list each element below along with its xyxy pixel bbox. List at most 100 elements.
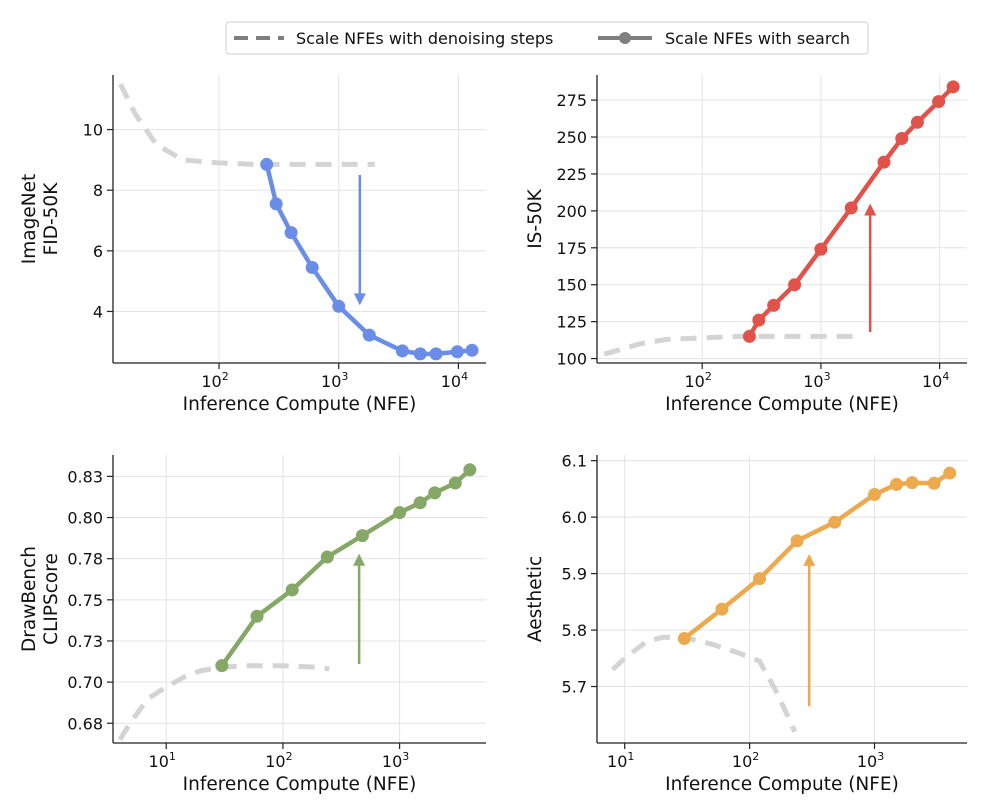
search-series-point: [844, 201, 858, 215]
y-tick-label: 4: [93, 302, 103, 321]
search-series-line: [682, 471, 951, 641]
y-axis-label: DrawBench: [19, 546, 40, 652]
search-series-point: [393, 506, 407, 520]
arrow-head: [864, 203, 877, 216]
search-series-point: [284, 226, 298, 240]
search-series-line: [264, 163, 473, 357]
steps-series-line: [117, 663, 330, 742]
y-tick-label: 200: [556, 202, 587, 221]
y-axis-label: ImageNet: [19, 174, 40, 264]
search-series-point: [260, 157, 274, 171]
search-series-point: [790, 534, 804, 548]
search-series-point: [927, 476, 941, 490]
y-tick-label: 5.8: [562, 621, 587, 640]
chart-panel-2: 102 103 104 100 125 150 175 200 225 250 275 Inferen…: [525, 75, 967, 415]
legend: Scale NFEs with denoising steps Scale NF…: [225, 21, 869, 55]
search-series-point: [320, 550, 334, 564]
search-series-point: [250, 609, 264, 623]
search-series-point: [890, 477, 904, 491]
search-series-point: [448, 476, 462, 490]
x-tick-label: 102: [732, 750, 759, 771]
chart-panel-3: 101 102 103 0.68 0.70 0.73 0.75 0.78 0.80 0.83 Inf…: [19, 455, 486, 795]
x-axis-label: Inference Compute (NFE): [183, 394, 417, 415]
search-series-point: [395, 344, 409, 358]
x-tick-label: 101: [607, 750, 634, 771]
x-tick-label: 103: [382, 750, 409, 771]
y-tick-label: 0.83: [67, 467, 103, 486]
y-tick-label: 0.68: [67, 714, 103, 733]
chart-panel-1: 102 103 104 4 6 8 10 Inference Compute (NFE) Ima…: [19, 75, 486, 415]
search-series-point: [946, 80, 960, 94]
search-series-point: [753, 572, 767, 586]
y-tick-label: 250: [556, 128, 587, 147]
x-tick-label: 103: [321, 370, 348, 391]
search-series-point: [828, 515, 842, 529]
search-series-line: [220, 468, 472, 668]
legend-marker-swatch: [619, 32, 631, 44]
search-series-point: [715, 602, 729, 616]
y-tick-label: 0.73: [67, 632, 103, 651]
y-axis-label: IS-50K: [525, 188, 546, 248]
search-series-point: [450, 345, 464, 359]
chart-panel-4: 101 102 103 5.7 5.8 5.9 6.0 6.1 Inference Comput…: [525, 452, 967, 795]
steps-series-line: [118, 82, 375, 167]
x-tick-label: 104: [441, 370, 468, 391]
y-tick-label: 0.80: [67, 509, 103, 528]
search-series-point: [814, 242, 828, 256]
legend-label-denoising: Scale NFEs with denoising steps: [296, 29, 553, 48]
search-series-point: [895, 132, 909, 146]
steps-series-line: [603, 333, 857, 357]
x-axis-label: Inference Compute (NFE): [665, 774, 899, 795]
x-tick-label: 101: [149, 750, 176, 771]
y-tick-label: 10: [83, 121, 103, 140]
search-series-point: [215, 659, 229, 673]
x-tick-label: 104: [922, 370, 949, 391]
legend-label-search: Scale NFEs with search: [665, 29, 850, 48]
search-series-point: [332, 299, 346, 313]
x-tick-label: 103: [857, 750, 884, 771]
search-series-point: [362, 328, 376, 342]
search-series-point: [269, 197, 283, 211]
y-tick-label: 175: [556, 239, 587, 258]
x-axis-label: Inference Compute (NFE): [183, 774, 417, 795]
search-series-point: [428, 486, 442, 500]
search-series-point: [752, 313, 766, 327]
y-tick-label: 0.75: [67, 591, 103, 610]
x-axis-label: Inference Compute (NFE): [665, 394, 899, 415]
search-series-point: [413, 347, 427, 361]
y-tick-label: 6: [93, 242, 103, 261]
search-series-point: [429, 347, 443, 361]
x-tick-label: 103: [803, 370, 830, 391]
y-tick-label: 150: [556, 276, 587, 295]
steps-series-line: [610, 634, 798, 733]
x-tick-label: 102: [265, 750, 292, 771]
y-axis-label: Aesthetic: [525, 556, 546, 642]
y-tick-label: 100: [556, 350, 587, 369]
y-tick-label: 275: [556, 91, 587, 110]
search-series-point: [788, 278, 802, 292]
search-series-point: [305, 261, 319, 275]
y-tick-label: 6.0: [562, 508, 587, 527]
y-tick-label: 0.70: [67, 673, 103, 692]
y-axis-label: FID-50K: [41, 182, 62, 256]
x-tick-label: 102: [685, 370, 712, 391]
arrow-head: [353, 553, 366, 566]
y-tick-label: 8: [93, 181, 103, 200]
search-series-point: [355, 529, 369, 543]
search-series-point: [413, 496, 427, 510]
arrow-head: [803, 553, 816, 566]
search-series-point: [285, 583, 299, 597]
search-series-point: [677, 632, 691, 646]
y-tick-label: 125: [556, 313, 587, 332]
search-series-point: [465, 343, 479, 357]
y-tick-label: 5.7: [562, 678, 587, 697]
search-series-point: [742, 329, 756, 343]
search-series-point: [910, 115, 924, 129]
y-tick-label: 5.9: [562, 565, 587, 584]
legend-frame: [225, 21, 869, 55]
search-series-point: [905, 476, 919, 490]
y-tick-label: 0.78: [67, 550, 103, 569]
search-series-point: [767, 298, 781, 312]
